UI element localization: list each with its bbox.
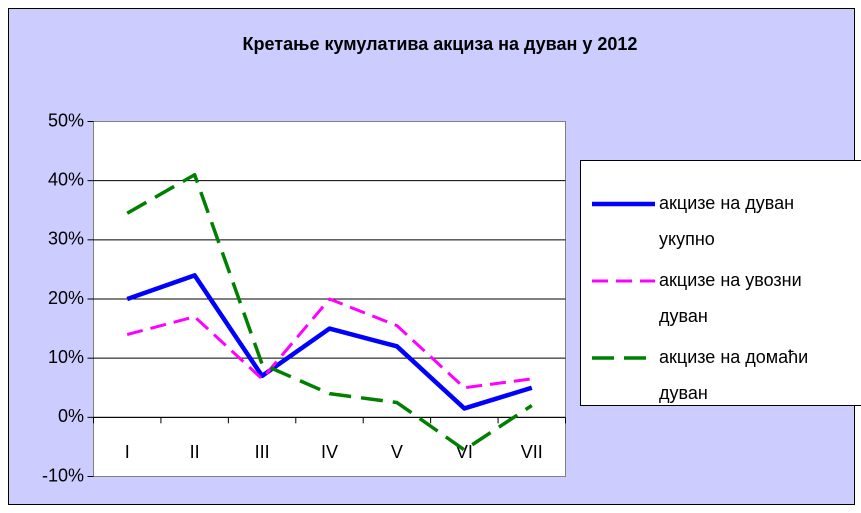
y-tick-label: 30% — [48, 229, 84, 249]
y-tick-label: -10% — [42, 465, 84, 485]
x-tick-label: I — [125, 442, 130, 462]
y-tick-label: 10% — [48, 347, 84, 367]
legend-line: акцизе на увозни — [659, 270, 802, 290]
y-tick-label: 20% — [48, 288, 84, 308]
x-tick-label: V — [391, 442, 403, 462]
chart-title: Кретање кумулатива акциза на дуван у 201… — [243, 34, 638, 54]
legend-line: акцизе на домаћи — [659, 347, 808, 367]
legend-line: дуван — [659, 306, 708, 326]
x-tick-label: IV — [321, 442, 338, 462]
legend-line: укупно — [659, 229, 715, 249]
x-tick-label: III — [255, 442, 270, 462]
y-tick-label: 50% — [48, 110, 84, 130]
series-line — [126, 273, 533, 411]
series-line — [126, 173, 533, 452]
legend-label: акцизе на домаћи дуван — [659, 347, 808, 403]
y-tick-label: 40% — [48, 169, 84, 189]
legend — [580, 160, 861, 406]
legend-line: акцизе на дуван — [659, 193, 794, 213]
legend-label: акцизе на дуван укупно — [659, 193, 794, 249]
x-tick-label: VII — [521, 442, 543, 462]
x-tick-label: II — [190, 442, 200, 462]
series-line — [126, 297, 532, 390]
legend-line: дуван — [659, 383, 708, 403]
y-tick-label: 0% — [58, 406, 84, 426]
legend-label: акцизе на увозни дуван — [659, 270, 802, 326]
